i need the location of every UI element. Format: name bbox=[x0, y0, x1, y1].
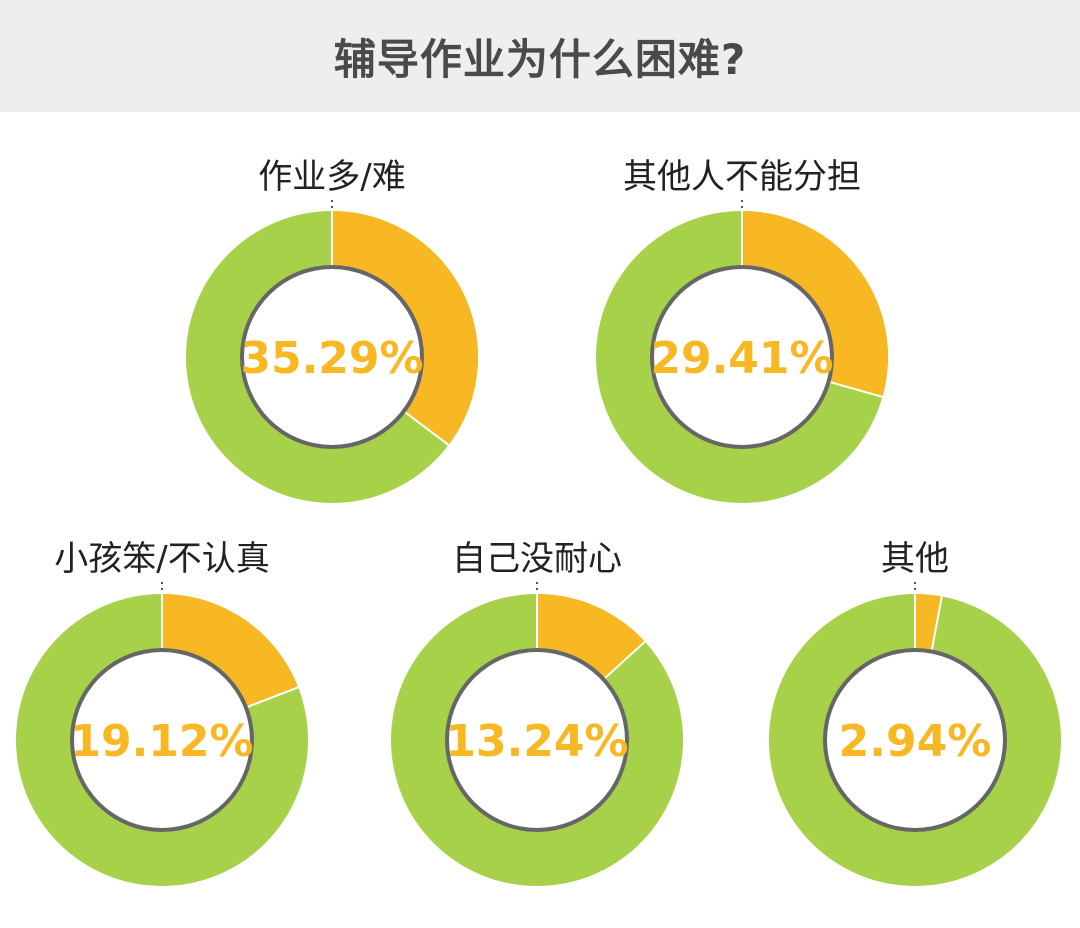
category-label: 自己没耐心 bbox=[452, 539, 622, 579]
donut-chart-4: 自己没耐心 13.24% bbox=[391, 539, 683, 886]
donut-center bbox=[827, 652, 1003, 828]
slice-separator bbox=[404, 411, 450, 446]
donut-center bbox=[244, 269, 420, 445]
percent-label: 19.12% bbox=[70, 716, 253, 767]
percent-label: 29.41% bbox=[650, 333, 833, 384]
donut-center bbox=[449, 652, 625, 828]
donut-chart-2: 其他人不能分担 29.41% bbox=[596, 157, 888, 503]
donut-center bbox=[654, 269, 830, 445]
chart-title: 辅导作业为什么困难? bbox=[333, 34, 747, 84]
donut-chart-3: 小孩笨/不认真 19.12% bbox=[16, 539, 308, 886]
slice-separator bbox=[604, 640, 646, 679]
category-label: 其他人不能分担 bbox=[623, 157, 861, 197]
donut-chart-5: 其他 2.94% bbox=[769, 539, 1061, 886]
slice-separator bbox=[247, 686, 299, 708]
donut-chart-1: 作业多/难 35.29% bbox=[186, 157, 478, 503]
donut-center bbox=[74, 652, 250, 828]
percent-label: 2.94% bbox=[839, 716, 992, 767]
slice-separator bbox=[830, 381, 883, 398]
category-label: 小孩笨/不认真 bbox=[54, 539, 269, 579]
percent-label: 35.29% bbox=[240, 333, 423, 384]
slice-separator bbox=[930, 596, 943, 650]
percent-label: 13.24% bbox=[445, 716, 628, 767]
category-label: 其他 bbox=[881, 539, 949, 579]
category-label: 作业多/难 bbox=[258, 157, 405, 197]
title-bar: 辅导作业为什么困难? bbox=[0, 0, 1080, 112]
